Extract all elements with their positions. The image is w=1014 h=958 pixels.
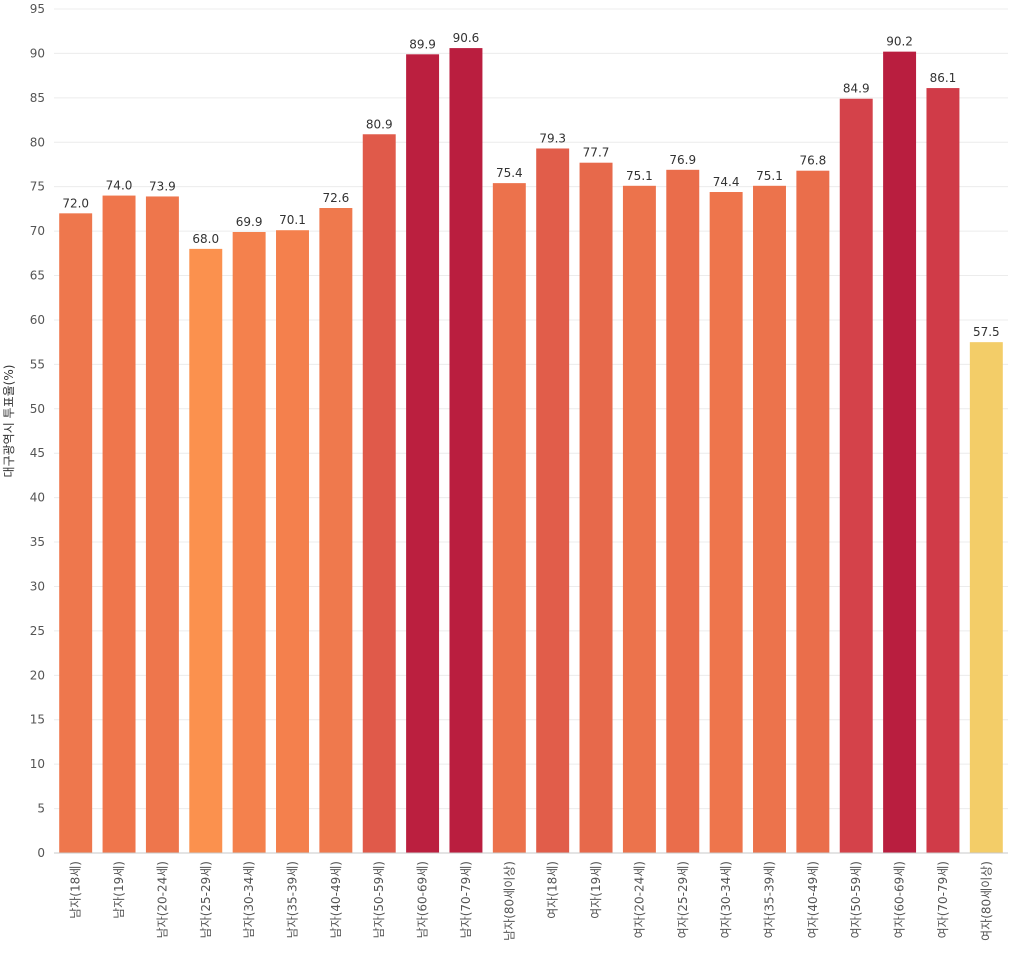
bar[interactable] <box>926 88 960 854</box>
y-tick-label: 85 <box>30 91 45 105</box>
data-label: 57.5 <box>973 325 1000 339</box>
data-label: 72.0 <box>62 196 89 210</box>
bar[interactable] <box>969 342 1003 853</box>
x-tick-label: 여자(25-29세) <box>676 861 690 938</box>
bar[interactable] <box>145 196 179 853</box>
y-axis-label: 대구광역시 투표율(%) <box>2 365 16 478</box>
data-label: 70.1 <box>279 213 306 227</box>
data-label: 72.6 <box>323 191 350 205</box>
y-tick-label: 75 <box>30 180 45 194</box>
x-tick-label: 남자(70-79세) <box>459 861 473 938</box>
data-label: 75.1 <box>756 169 783 183</box>
data-label: 79.3 <box>539 131 566 145</box>
x-tick-label: 남자(50-59세) <box>372 861 386 938</box>
y-tick-label: 60 <box>30 313 45 327</box>
bar[interactable] <box>796 170 830 853</box>
bar[interactable] <box>753 185 786 854</box>
data-labels: 72.0 74.0 73.9 68.0 69.9 70.1 72.6 80.9 89.9 90.6… <box>62 31 999 339</box>
bars <box>59 48 1003 854</box>
data-label: 75.4 <box>496 166 523 180</box>
x-tick-label: 남자(30-34세) <box>242 861 256 938</box>
bar[interactable] <box>102 195 136 853</box>
data-label: 90.2 <box>886 35 913 49</box>
y-tick-label: 5 <box>37 802 45 816</box>
x-tick-label: 여자(35-39세) <box>763 861 777 938</box>
y-axis-ticks: 0 5 10 15 20 25 30 35 40 45 50 55 60 65 70 75 80 85 90 95 <box>30 2 45 860</box>
x-tick-label: 남자(40-49세) <box>329 861 343 938</box>
bar[interactable] <box>232 231 266 854</box>
y-tick-label: 55 <box>30 357 45 371</box>
y-tick-label: 15 <box>30 713 45 727</box>
data-label: 75.1 <box>626 169 653 183</box>
data-label: 90.6 <box>453 31 480 45</box>
bar[interactable] <box>59 213 93 853</box>
x-axis-ticks: 남자(18세) 남자(19세) 남자(20-24세) 남자(25-29세) 남자(30-… <box>69 861 994 941</box>
x-tick-label: 여자(70-79세) <box>936 861 950 938</box>
x-tick-label: 여자(60-69세) <box>893 861 907 938</box>
y-tick-label: 80 <box>30 135 45 149</box>
bar[interactable] <box>666 169 700 854</box>
data-label: 68.0 <box>192 232 219 246</box>
y-tick-label: 45 <box>30 446 45 460</box>
y-tick-label: 0 <box>37 846 45 860</box>
bar[interactable] <box>579 162 613 853</box>
data-label: 73.9 <box>149 179 176 193</box>
bar[interactable] <box>883 51 917 853</box>
data-label: 69.9 <box>236 215 263 229</box>
bar[interactable] <box>189 248 223 854</box>
x-tick-label: 여자(19세) <box>589 861 603 919</box>
data-label: 74.0 <box>106 179 133 193</box>
x-tick-label: 남자(19세) <box>112 861 126 919</box>
x-tick-label: 여자(40-49세) <box>806 861 820 938</box>
y-tick-label: 10 <box>30 757 45 771</box>
data-label: 74.4 <box>713 175 740 189</box>
bar[interactable] <box>709 192 743 853</box>
y-tick-label: 50 <box>30 402 45 416</box>
y-tick-label: 95 <box>30 2 45 16</box>
bar[interactable] <box>406 54 440 854</box>
x-tick-label: 여자(20-24세) <box>632 861 646 938</box>
bar[interactable] <box>492 183 526 854</box>
x-tick-label: 남자(35-39세) <box>286 861 300 938</box>
data-label: 76.8 <box>800 154 827 168</box>
y-tick-label: 90 <box>30 46 45 60</box>
x-tick-label: 남자(80세이상) <box>502 861 516 941</box>
data-label: 86.1 <box>930 71 957 85</box>
y-tick-label: 40 <box>30 491 45 505</box>
bar[interactable] <box>449 48 483 854</box>
bar[interactable] <box>622 185 656 854</box>
y-tick-label: 70 <box>30 224 45 238</box>
bar[interactable] <box>362 134 396 854</box>
x-tick-label: 여자(50-59세) <box>849 861 863 938</box>
x-tick-label: 남자(60-69세) <box>416 861 430 938</box>
data-label: 84.9 <box>843 82 870 96</box>
bar[interactable] <box>536 148 570 853</box>
data-label: 80.9 <box>366 117 393 131</box>
x-tick-label: 남자(18세) <box>69 861 83 919</box>
data-label: 77.7 <box>583 146 610 160</box>
bar[interactable] <box>319 208 353 853</box>
x-tick-label: 남자(25-29세) <box>199 861 213 938</box>
x-tick-label: 남자(20-24세) <box>155 861 169 938</box>
y-tick-label: 20 <box>30 668 45 682</box>
y-tick-label: 30 <box>30 579 45 593</box>
y-tick-label: 35 <box>30 535 45 549</box>
x-tick-label: 여자(18세) <box>546 861 560 919</box>
data-label: 89.9 <box>409 37 436 51</box>
bar[interactable] <box>276 230 309 853</box>
data-label: 76.9 <box>669 153 696 167</box>
x-tick-label: 여자(30-34세) <box>719 861 733 938</box>
x-tick-label: 여자(80세이상) <box>979 861 993 941</box>
y-tick-label: 65 <box>30 269 45 283</box>
bar[interactable] <box>839 98 873 853</box>
y-tick-label: 25 <box>30 624 45 638</box>
